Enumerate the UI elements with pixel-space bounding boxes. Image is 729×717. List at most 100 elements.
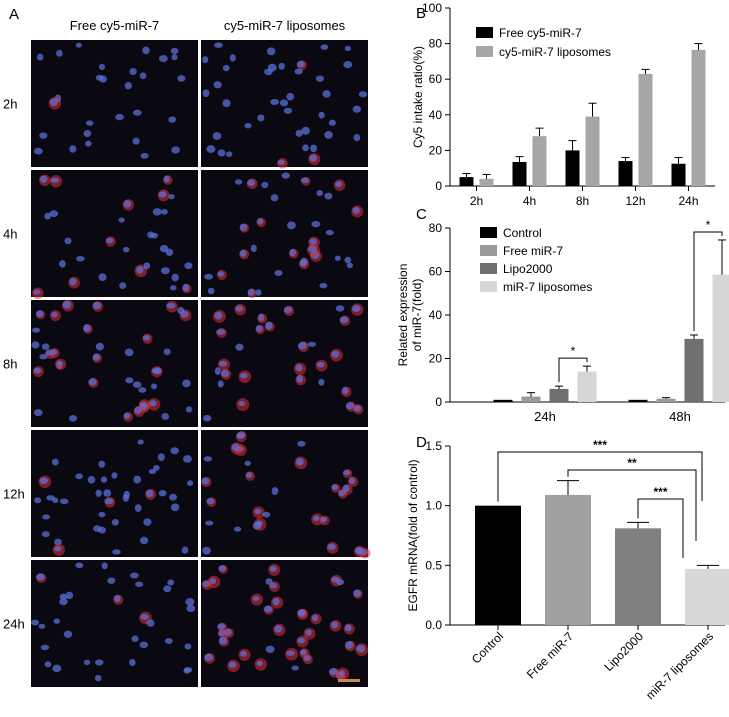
y-tick-label: 0.0 (425, 618, 442, 632)
nucleus (239, 372, 248, 379)
nucleus (342, 470, 351, 476)
significance-bracket (693, 231, 723, 332)
nucleus (238, 400, 246, 407)
nucleus (212, 132, 222, 140)
nucleus (335, 305, 345, 312)
x-tick-label: 4h (523, 194, 536, 208)
nucleus (320, 44, 329, 50)
nucleus (239, 249, 247, 257)
bar (532, 136, 547, 186)
nucleus (336, 579, 345, 586)
nucleus (315, 75, 324, 82)
micrograph-cell (201, 40, 368, 169)
nucleus (105, 237, 114, 244)
micrograph-cell (30, 560, 198, 687)
nucleus (76, 255, 85, 262)
nucleus (75, 42, 82, 48)
x-tick-label: 24h (678, 194, 698, 208)
x-tick-label: 8h (576, 194, 589, 208)
nucleus (33, 289, 41, 295)
nucleus (286, 92, 295, 101)
nucleus (298, 341, 307, 350)
nucleus (356, 547, 364, 555)
nucleus (185, 598, 195, 606)
nucleus (59, 598, 68, 606)
nucleus (38, 623, 46, 629)
nucleus (295, 364, 303, 372)
chart-B: B 0 20 40 60 80 100 Cy5 intake ratio(%) 2h 4h 8h 12… (411, 1, 715, 208)
nucleus (122, 246, 130, 253)
nucleus (217, 271, 225, 277)
nucleus (181, 546, 189, 554)
bar (615, 528, 661, 625)
nucleus (69, 278, 77, 286)
nucleus (320, 516, 328, 523)
column-header: cy5-miR-7 liposomes (224, 18, 346, 33)
nucleus (349, 477, 356, 485)
nucleus (170, 447, 179, 455)
row-label: 24h (3, 617, 25, 632)
nucleus (319, 282, 328, 289)
nucleus (83, 324, 91, 332)
nucleus (353, 133, 361, 142)
nucleus (263, 605, 273, 613)
nucleus (31, 341, 40, 349)
bar (628, 399, 648, 402)
nucleus (257, 218, 264, 225)
nucleus (83, 129, 92, 138)
nucleus (39, 354, 48, 360)
nucleus (327, 543, 336, 550)
nucleus (265, 645, 275, 653)
nucleus (271, 487, 279, 496)
nucleus (203, 414, 212, 422)
nucleus (32, 327, 41, 333)
nucleus (352, 305, 361, 313)
nucleus (129, 68, 137, 76)
bar (685, 568, 729, 625)
nucleus (119, 282, 127, 290)
nucleus (132, 381, 142, 389)
nucleus (311, 220, 321, 228)
nucleus (103, 489, 112, 497)
nucleus (324, 192, 333, 200)
nucleus (158, 490, 167, 497)
nucleus (328, 668, 338, 675)
y-axis-label: Cy5 intake ratio(%) (411, 46, 425, 148)
nucleus (56, 360, 63, 366)
nucleus (170, 503, 180, 512)
nucleus (235, 305, 244, 312)
nucleus (111, 519, 119, 526)
nucleus (307, 341, 317, 347)
nucleus (159, 244, 169, 253)
nucleus (88, 378, 97, 386)
y-axis-label: EGFR mRNA(fold of control) (406, 459, 420, 611)
bar (545, 494, 591, 625)
nucleus (138, 387, 147, 393)
nucleus (255, 289, 262, 296)
nucleus (41, 531, 50, 538)
nucleus (139, 72, 147, 80)
nucleus (92, 301, 102, 310)
nucleus (124, 82, 132, 90)
y-tick-label: 100 (422, 1, 442, 15)
nucleus (123, 412, 131, 419)
nucleus (312, 515, 320, 522)
nucleus (39, 132, 48, 139)
nucleus (33, 367, 42, 374)
nucleus (160, 267, 170, 275)
nucleus (184, 643, 192, 650)
nucleus (125, 377, 134, 384)
nucleus (168, 116, 176, 123)
row-label: 8h (3, 357, 17, 372)
nucleus (158, 191, 167, 198)
nucleus (51, 311, 58, 318)
nucleus (85, 120, 94, 126)
nucleus (182, 379, 191, 388)
nucleus (163, 585, 172, 593)
nucleus (98, 511, 106, 518)
panel-label: C (416, 206, 427, 223)
nucleus (112, 549, 121, 555)
nucleus (202, 580, 210, 588)
nucleus (295, 129, 303, 137)
nucleus (342, 484, 350, 493)
